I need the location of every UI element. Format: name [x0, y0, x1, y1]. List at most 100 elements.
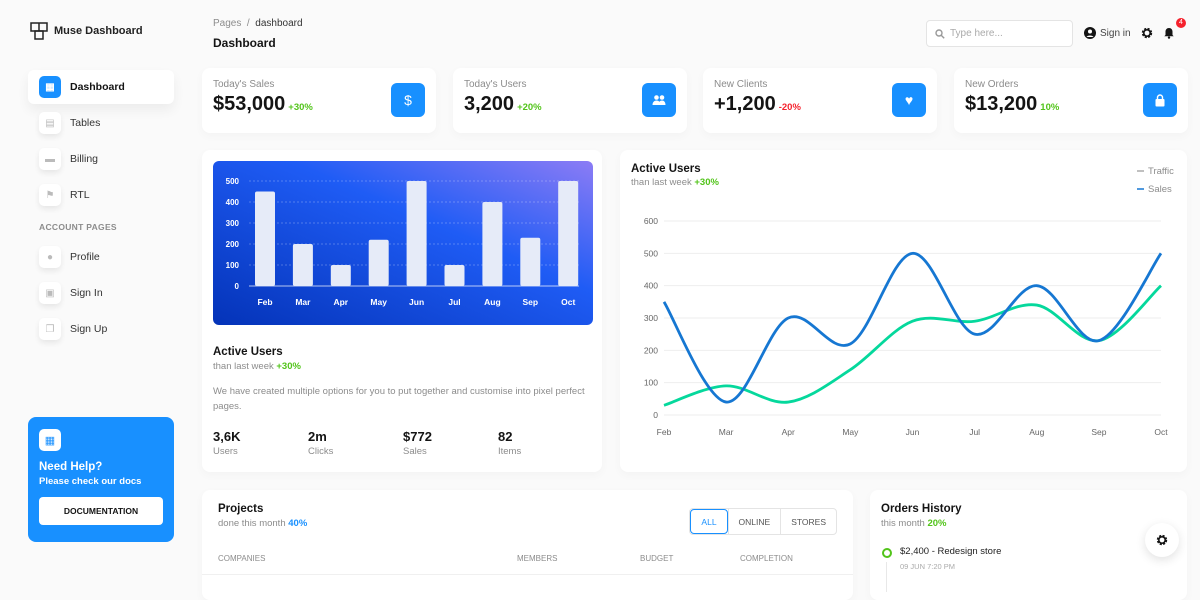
timeline-line — [886, 562, 887, 592]
card-change: +30% — [694, 177, 719, 188]
search-input[interactable]: Type here... — [926, 20, 1073, 47]
bell-icon[interactable] — [1163, 27, 1175, 39]
sidebar-item-profile[interactable]: ● Profile — [28, 240, 174, 274]
section-label: ACCOUNT PAGES — [39, 222, 117, 232]
y-tick-label: 500 — [226, 177, 240, 186]
stat-change: 10% — [1040, 102, 1060, 113]
x-tick-label: Sep — [523, 297, 539, 307]
settings-fab-button[interactable] — [1145, 523, 1179, 557]
column-header-completion: COMPLETION — [740, 554, 793, 563]
timeline-item-time: 09 JUN 7:20 PM — [900, 562, 956, 571]
stat-change: +30% — [288, 102, 313, 113]
sidebar-item-tables[interactable]: ▤ Tables — [28, 106, 174, 140]
projects-card: Projects done this month 40% ALL ONLINE … — [202, 490, 853, 600]
x-tick-label: Mar — [719, 427, 734, 437]
bar — [255, 191, 275, 286]
table-icon: ▤ — [39, 112, 61, 134]
x-tick-label: Feb — [257, 297, 272, 307]
y-tick-label: 300 — [644, 313, 658, 323]
help-title: Need Help? — [39, 461, 103, 473]
sidebar-item-sign-in[interactable]: ▣ Sign In — [28, 276, 174, 310]
bar — [482, 202, 503, 286]
logo-icon — [30, 22, 48, 40]
sidebar-item-billing[interactable]: ▬ Billing — [28, 142, 174, 176]
sidebar-item-rtl[interactable]: ⚑ RTL — [28, 178, 174, 212]
metric-sales: $772 Sales — [403, 429, 432, 457]
settings-gear-icon[interactable] — [1141, 27, 1153, 39]
legend-label: Traffic — [1148, 166, 1174, 177]
sidebar-item-label: Sign In — [70, 287, 103, 299]
stat-card-sales: Today's Sales $53,000 +30% $ — [202, 68, 436, 133]
x-tick-label: Oct — [561, 297, 575, 307]
filter-online[interactable]: ONLINE — [727, 509, 781, 534]
bag-icon — [1143, 83, 1177, 117]
search-icon — [935, 28, 945, 39]
x-tick-label: Jul — [969, 427, 980, 437]
sign-in-link[interactable]: Sign in — [1084, 27, 1131, 39]
timeline-dot-icon — [882, 548, 892, 558]
card-change: +30% — [276, 361, 301, 372]
card-title: Active Users — [213, 346, 283, 358]
card-title: Active Users — [631, 163, 701, 175]
bar — [520, 237, 541, 286]
sidebar-item-label: Profile — [70, 251, 100, 263]
sidebar-item-label: Billing — [70, 153, 99, 165]
sidebar-item-dashboard[interactable]: ▦ Dashboard — [28, 70, 174, 104]
project-filter: ALL ONLINE STORES — [689, 508, 837, 535]
bar — [330, 265, 351, 286]
x-tick-label: Sep — [1091, 427, 1106, 437]
divider — [202, 574, 853, 575]
sidebar-item-label: Tables — [70, 117, 101, 129]
bar — [558, 181, 579, 286]
x-tick-label: Jun — [906, 427, 920, 437]
y-tick-label: 100 — [644, 378, 658, 388]
filter-all[interactable]: ALL — [690, 509, 728, 534]
documentation-button[interactable]: DOCUMENTATION — [39, 497, 163, 525]
x-tick-label: May — [842, 427, 859, 437]
search-placeholder: Type here... — [950, 28, 1003, 39]
stat-value: $53,000 — [213, 93, 286, 115]
card-percent: 40% — [288, 518, 308, 529]
stat-card-orders: New Orders $13,200 10% — [954, 68, 1188, 133]
x-tick-label: May — [370, 297, 387, 307]
stat-change: +20% — [517, 102, 542, 113]
orders-history-card: Orders History this month 20% $2,400 - R… — [870, 490, 1187, 600]
brand-logo[interactable]: Muse Dashboard — [30, 22, 143, 40]
series-line-sales — [662, 251, 1163, 404]
user-icon — [1084, 27, 1096, 39]
stat-label: New Orders — [965, 79, 1019, 90]
x-tick-label: Aug — [484, 297, 501, 307]
y-tick-label: 500 — [644, 248, 658, 258]
sidebar-item-label: RTL — [70, 189, 90, 201]
y-tick-label: 400 — [644, 281, 658, 291]
billing-icon: ▬ — [39, 148, 61, 170]
filter-stores[interactable]: STORES — [780, 509, 836, 534]
y-tick-label: 100 — [226, 261, 240, 270]
bar — [292, 244, 313, 286]
card-subtitle: than last week — [213, 361, 274, 372]
metric-clicks: 2m Clicks — [308, 429, 334, 457]
y-tick-label: 0 — [653, 410, 658, 420]
y-tick-label: 200 — [226, 240, 240, 249]
notification-badge: 4 — [1176, 18, 1186, 28]
breadcrumb-pages[interactable]: Pages — [213, 18, 242, 29]
stat-card-users: Today's Users 3,200 +20% — [453, 68, 687, 133]
x-tick-label: Aug — [1029, 427, 1044, 437]
stat-label: New Clients — [714, 79, 768, 90]
sidebar-item-sign-up[interactable]: ❐ Sign Up — [28, 312, 174, 346]
dashboard-icon: ▦ — [39, 429, 61, 451]
help-text: Please check our docs — [39, 476, 142, 487]
timeline-item-title: $2,400 - Redesign store — [900, 546, 1002, 557]
metric-users: 3,6K Users — [213, 429, 241, 457]
card-subtitle: this month — [881, 518, 925, 529]
settings-fab-gear-icon — [1156, 534, 1168, 546]
y-tick-label: 600 — [644, 216, 658, 226]
bar — [444, 265, 465, 286]
stat-change: -20% — [778, 102, 801, 113]
sign-in-icon: ▣ — [39, 282, 61, 304]
line-chart-card: Active Users than last week +30% 0 100 200… — [620, 150, 1187, 472]
card-subtitle: than last week — [631, 177, 692, 188]
card-subtitle: done this month — [218, 518, 286, 529]
series-line-traffic — [663, 284, 1162, 407]
x-tick-label: Apr — [782, 427, 795, 437]
